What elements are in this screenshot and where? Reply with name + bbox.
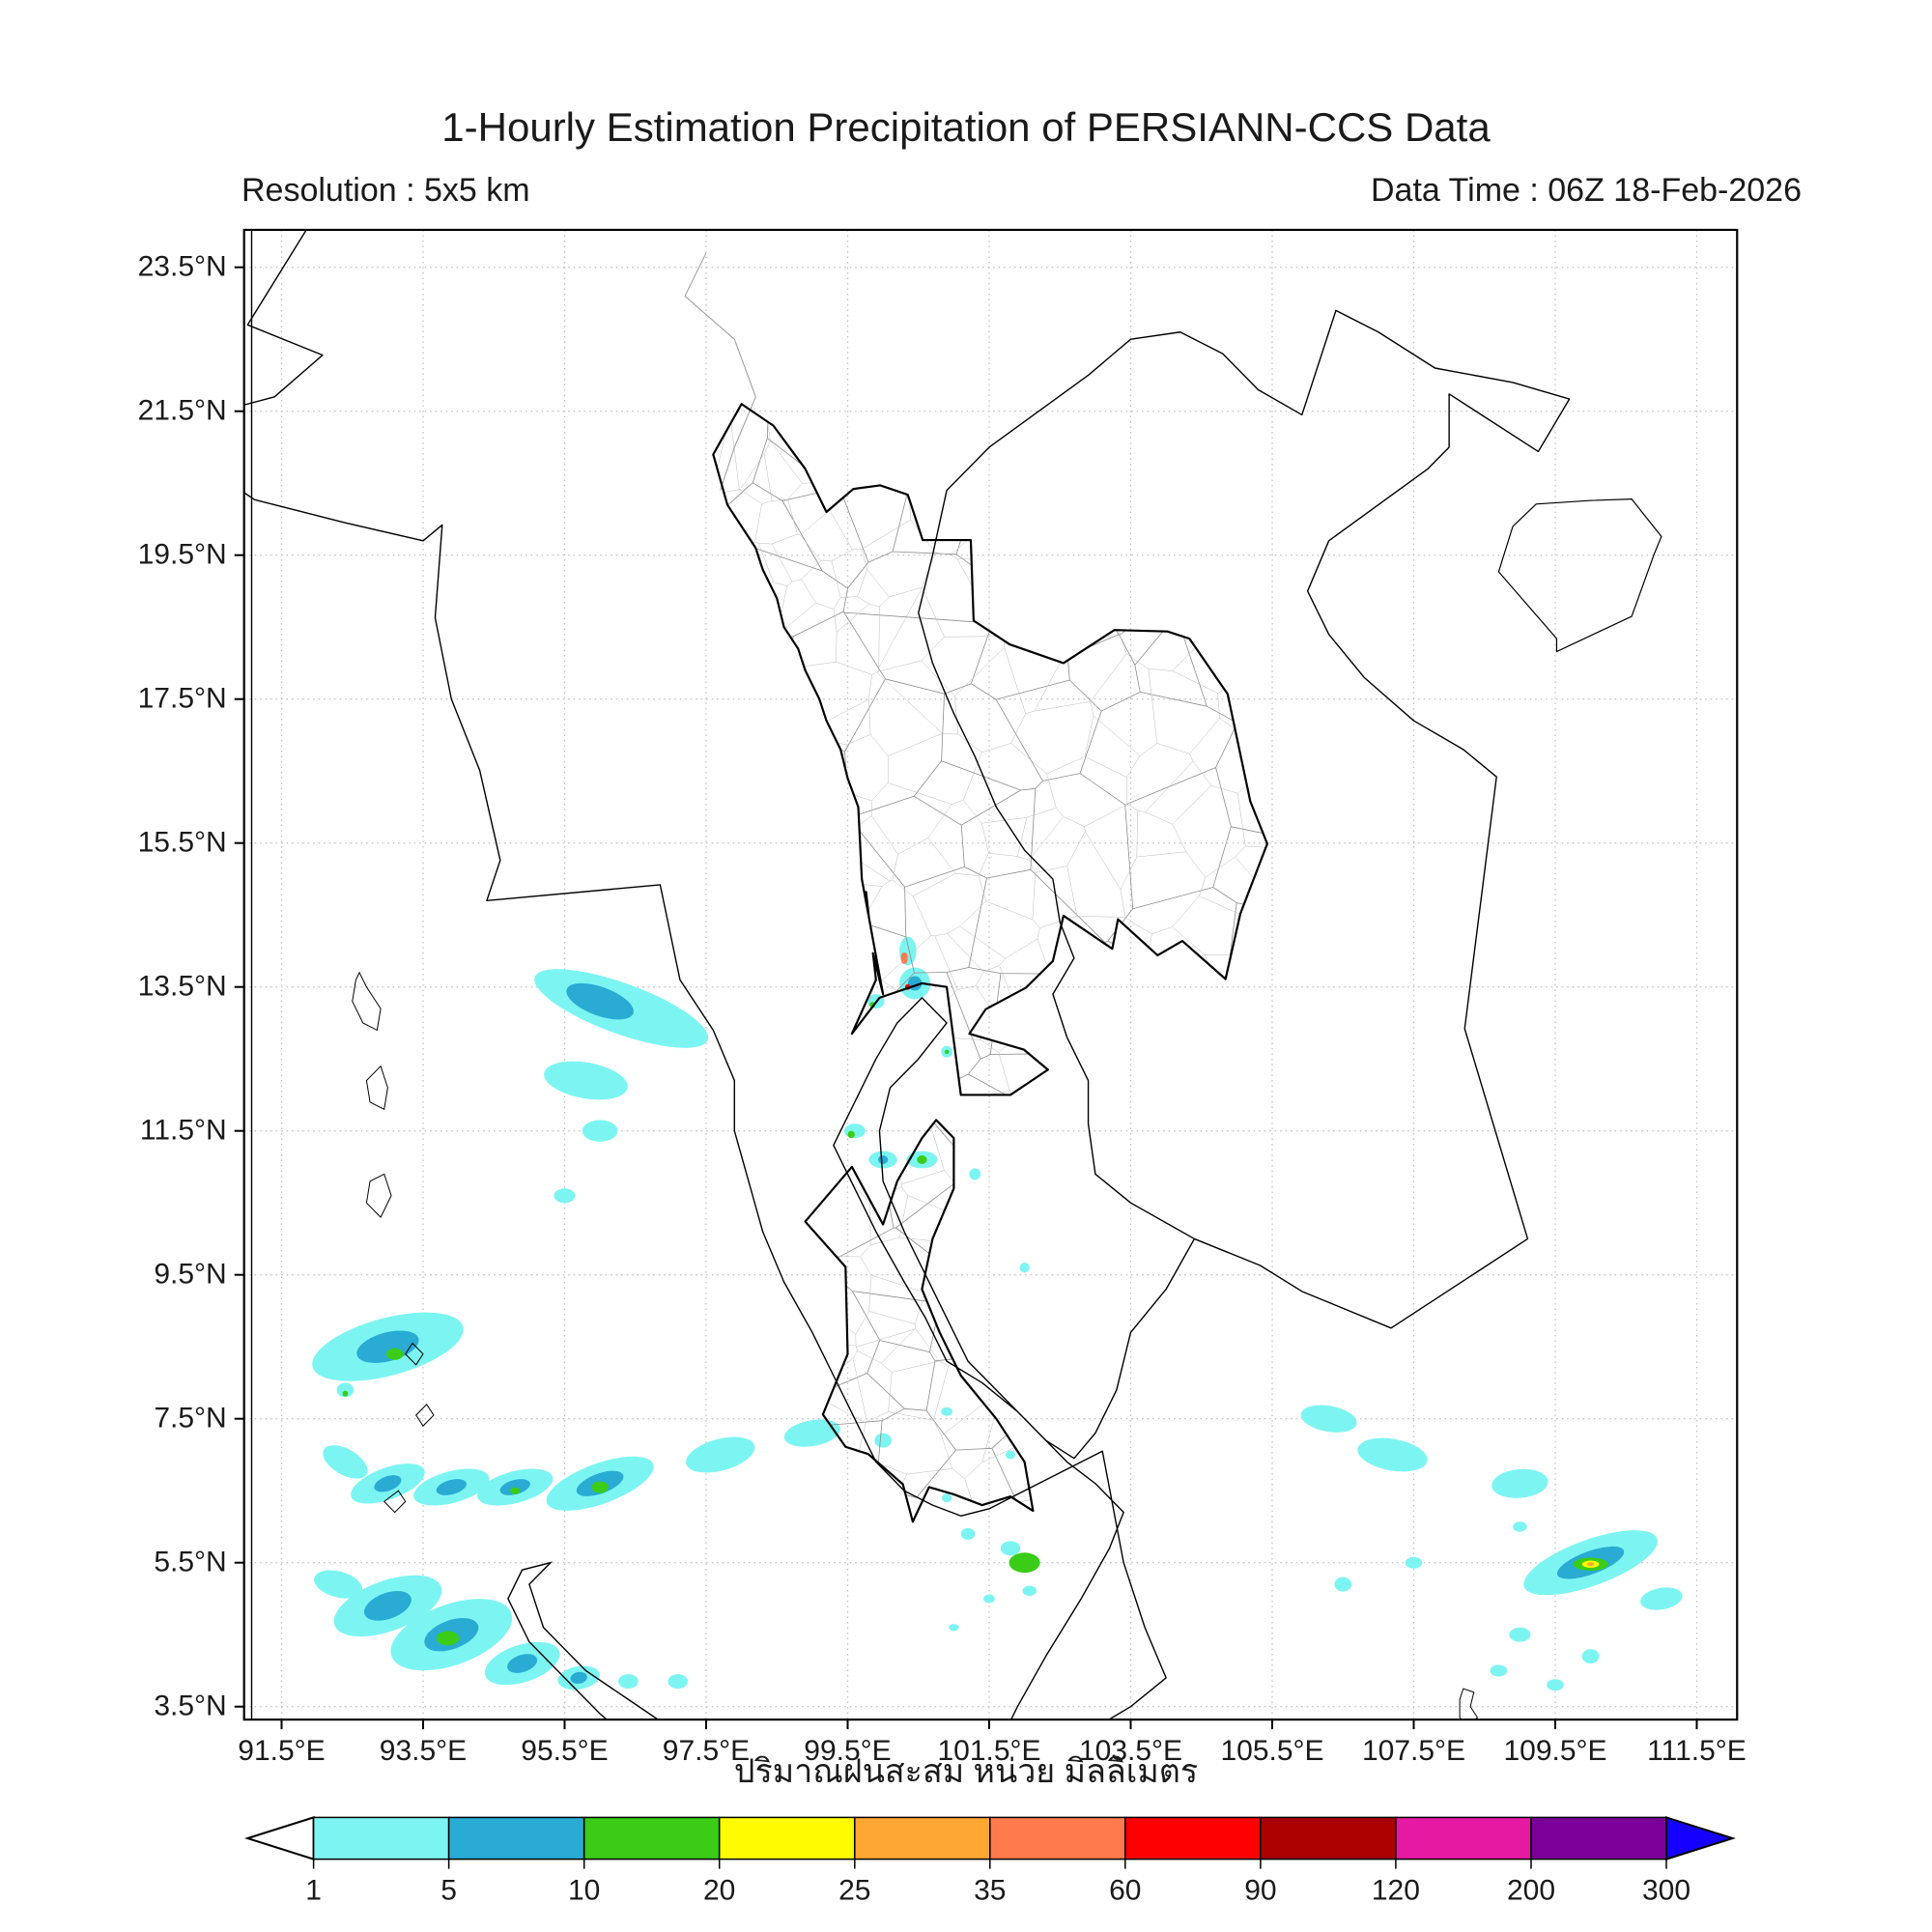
svg-text:120: 120 <box>1372 1875 1420 1907</box>
svg-text:5: 5 <box>440 1875 457 1907</box>
svg-text:60: 60 <box>1109 1875 1141 1907</box>
svg-text:1: 1 <box>305 1875 322 1907</box>
svg-text:25: 25 <box>838 1875 870 1907</box>
svg-text:35: 35 <box>974 1875 1006 1907</box>
svg-text:300: 300 <box>1642 1875 1690 1907</box>
svg-text:200: 200 <box>1507 1875 1555 1907</box>
svg-text:20: 20 <box>703 1875 735 1907</box>
svg-text:90: 90 <box>1244 1875 1276 1907</box>
svg-text:10: 10 <box>568 1875 600 1907</box>
